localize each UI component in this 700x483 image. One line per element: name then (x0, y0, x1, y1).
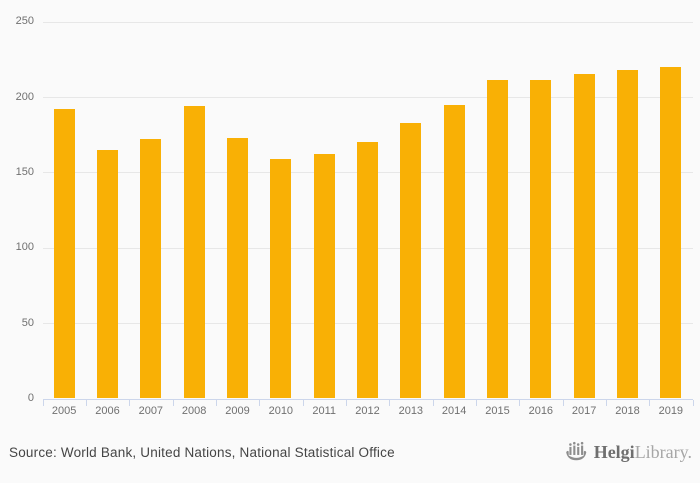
bar-2006[interactable] (97, 149, 118, 399)
x-axis-label-2012: 2012 (355, 404, 380, 417)
x-axis-label-2015: 2015 (485, 404, 510, 417)
bar-2009[interactable] (227, 137, 248, 399)
x-axis-tick (345, 399, 347, 406)
logo-text-helgi: Helgi (593, 442, 635, 462)
bar-2014[interactable] (443, 104, 465, 399)
x-axis-tick (215, 399, 217, 406)
x-axis-tick (519, 399, 521, 406)
bar-2015[interactable] (487, 80, 508, 399)
y-axis-label-250: 250 (15, 15, 34, 28)
x-axis-tick (432, 399, 434, 406)
x-axis-tick (172, 399, 174, 406)
x-axis-tick (259, 399, 261, 406)
x-axis-label-2019: 2019 (658, 404, 684, 417)
x-axis-label-2010: 2010 (268, 404, 294, 417)
x-axis-tick (692, 399, 694, 406)
x-axis-tick (475, 399, 477, 406)
bar-2008[interactable] (183, 106, 205, 399)
bar-2017[interactable] (573, 74, 595, 399)
bar-2005[interactable] (53, 109, 75, 399)
x-axis-tick (129, 399, 131, 406)
x-axis-label-2006: 2006 (95, 404, 120, 417)
x-axis-label-2011: 2011 (312, 404, 336, 417)
x-axis-label-2008: 2008 (181, 404, 207, 417)
x-axis-tick (85, 399, 87, 406)
source-text: Source: World Bank, United Nations, Nati… (9, 445, 395, 460)
logo-wordmark: HelgiLibrary. (594, 441, 692, 463)
y-axis-label-100: 100 (15, 241, 34, 254)
x-axis-line (42, 398, 693, 400)
x-axis-tick (649, 399, 651, 406)
helgi-library-logo[interactable]: HelgiLibrary. (565, 441, 692, 463)
y-axis-label-50: 50 (21, 316, 34, 329)
bar-chart-plot-area: 0 50 100 150 200 250 2005 2006 2007 2008 2009 2010 2… (15, 15, 694, 417)
bar-2013[interactable] (400, 122, 422, 399)
x-axis-label-2009: 2009 (225, 404, 250, 417)
gridline-250 (42, 21, 693, 23)
y-axis-label-200: 200 (15, 90, 34, 103)
bar-2010[interactable] (270, 158, 292, 399)
bar-2018[interactable] (617, 69, 638, 399)
x-axis-label-2017: 2017 (571, 404, 597, 417)
logo-text-library: Library. (634, 442, 692, 462)
chart-footer: Source: World Bank, United Nations, Nati… (0, 439, 700, 483)
x-axis-tick (42, 399, 44, 406)
x-axis-tick (605, 399, 607, 406)
bar-2007[interactable] (140, 139, 162, 399)
y-axis-label-150: 150 (15, 165, 34, 178)
helgi-ship-icon (565, 441, 589, 463)
x-axis-label-2014: 2014 (441, 404, 467, 417)
x-axis-tick (389, 399, 391, 406)
y-axis-label-0: 0 (27, 392, 34, 404)
x-axis-label-2007: 2007 (138, 404, 164, 417)
x-axis-label-2013: 2013 (398, 404, 424, 417)
bar-2011[interactable] (313, 154, 335, 399)
gridline-200 (42, 97, 693, 98)
x-axis-label-2005: 2005 (51, 404, 77, 417)
x-axis-tick (302, 399, 304, 406)
bar-2016[interactable] (530, 80, 552, 399)
bar-2012[interactable] (357, 142, 378, 399)
x-axis-label-2016: 2016 (528, 404, 554, 417)
x-axis-tick (562, 399, 564, 406)
bar-2019[interactable] (660, 66, 682, 399)
x-axis-label-2018: 2018 (615, 404, 640, 417)
